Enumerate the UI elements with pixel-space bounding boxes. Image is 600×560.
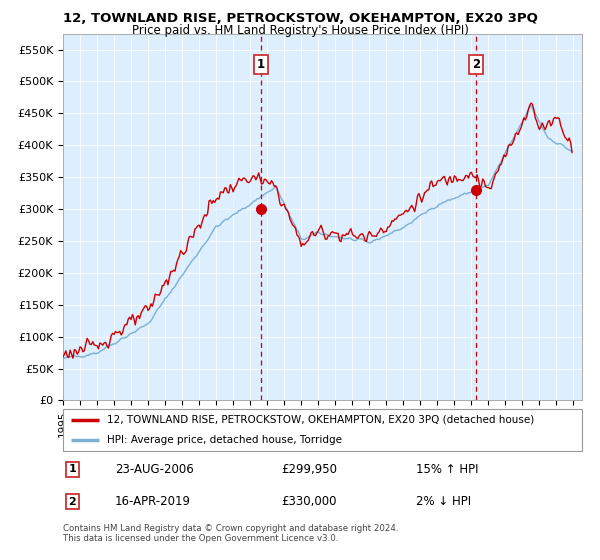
Text: 1: 1 xyxy=(68,464,76,474)
Text: 1: 1 xyxy=(257,58,265,71)
Text: £299,950: £299,950 xyxy=(281,463,337,476)
Text: 2: 2 xyxy=(68,497,76,507)
Text: 23-AUG-2006: 23-AUG-2006 xyxy=(115,463,194,476)
Text: Price paid vs. HM Land Registry's House Price Index (HPI): Price paid vs. HM Land Registry's House … xyxy=(131,24,469,36)
Text: 2: 2 xyxy=(472,58,481,71)
Text: 12, TOWNLAND RISE, PETROCKSTOW, OKEHAMPTON, EX20 3PQ (detached house): 12, TOWNLAND RISE, PETROCKSTOW, OKEHAMPT… xyxy=(107,415,535,424)
Text: £330,000: £330,000 xyxy=(281,495,337,508)
Text: HPI: Average price, detached house, Torridge: HPI: Average price, detached house, Torr… xyxy=(107,435,342,445)
Text: Contains HM Land Registry data © Crown copyright and database right 2024.: Contains HM Land Registry data © Crown c… xyxy=(63,524,398,533)
Text: 15% ↑ HPI: 15% ↑ HPI xyxy=(416,463,478,476)
Text: This data is licensed under the Open Government Licence v3.0.: This data is licensed under the Open Gov… xyxy=(63,534,338,543)
FancyBboxPatch shape xyxy=(63,409,582,451)
Text: 2% ↓ HPI: 2% ↓ HPI xyxy=(416,495,471,508)
Text: 12, TOWNLAND RISE, PETROCKSTOW, OKEHAMPTON, EX20 3PQ: 12, TOWNLAND RISE, PETROCKSTOW, OKEHAMPT… xyxy=(62,12,538,25)
Text: 16-APR-2019: 16-APR-2019 xyxy=(115,495,191,508)
